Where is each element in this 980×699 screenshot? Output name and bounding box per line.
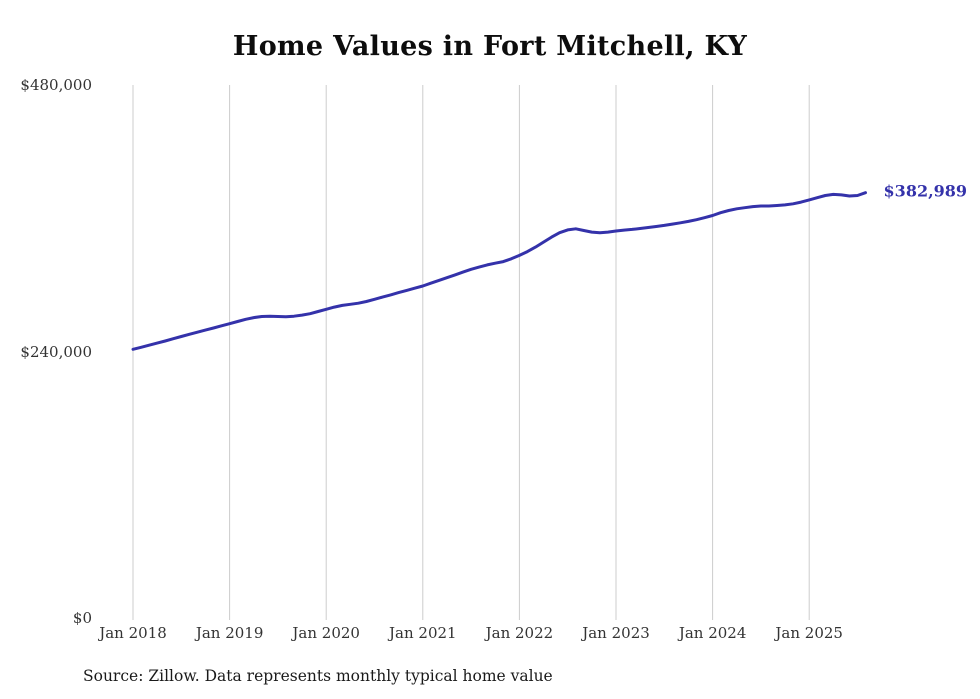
x-axis-tick-label: Jan 2019 xyxy=(195,624,264,642)
latest-value-label: $382,989 xyxy=(883,181,968,201)
x-axis-tick-label: Jan 2021 xyxy=(389,624,457,642)
y-axis-tick-label: $480,000 xyxy=(20,76,92,94)
x-axis-tick-label: Jan 2018 xyxy=(99,624,167,642)
y-axis-tick-label: $0 xyxy=(72,609,92,627)
x-axis-tick-label: Jan 2022 xyxy=(485,624,554,642)
home-value-line xyxy=(131,191,867,351)
y-axis-tick-label: $240,000 xyxy=(20,342,92,361)
x-axis-tick-label: Jan 2023 xyxy=(582,624,650,642)
chart-title: Home Values in Fort Mitchell, KY xyxy=(232,31,748,62)
x-axis-tick-label: Jan 2024 xyxy=(678,624,747,642)
source-note: Source: Zillow. Data represents monthly … xyxy=(83,667,553,685)
x-axis-tick-label: Jan 2020 xyxy=(292,624,360,642)
x-axis-tick-label: Jan 2025 xyxy=(775,624,843,642)
